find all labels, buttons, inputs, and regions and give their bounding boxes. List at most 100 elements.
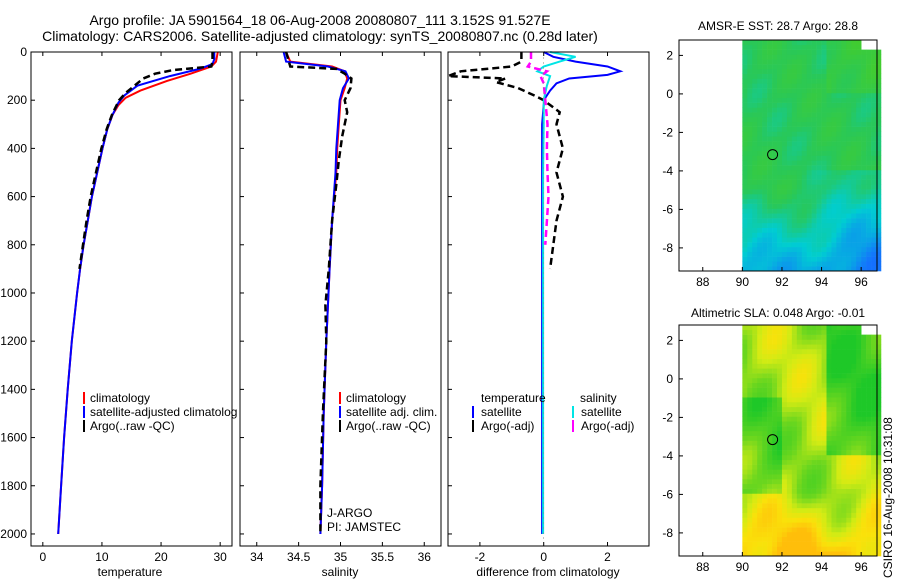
map-cell <box>811 160 817 166</box>
map-cell <box>796 97 803 103</box>
map-cell <box>826 160 832 166</box>
map-cell <box>757 222 763 228</box>
map-cell <box>806 454 812 461</box>
map-cell <box>796 189 803 195</box>
map-cell <box>781 203 788 209</box>
map-cell <box>772 382 778 388</box>
map-cell <box>747 411 753 417</box>
map-cell <box>821 464 827 470</box>
map-cell <box>767 78 773 84</box>
map-cell <box>772 363 778 369</box>
map-cell <box>791 242 798 248</box>
map-cell <box>821 397 827 403</box>
map-cell <box>811 218 817 224</box>
map-cell <box>816 527 822 533</box>
map-cell <box>781 59 788 65</box>
map-cell <box>866 498 872 504</box>
map-cell <box>876 493 882 499</box>
map-cell <box>777 145 783 151</box>
map-cell <box>742 464 748 470</box>
map-cell <box>841 64 847 70</box>
map-cell <box>866 155 872 161</box>
map-cell <box>811 411 817 417</box>
map-cell <box>866 474 872 480</box>
map-cell <box>796 218 803 224</box>
map-cell <box>772 40 778 46</box>
map-cell <box>831 373 837 379</box>
map-cell <box>777 474 783 480</box>
map-cell <box>876 112 882 118</box>
map-cell <box>876 531 882 538</box>
temperature-series-climatology <box>57 51 219 535</box>
map-cell <box>821 121 827 127</box>
map-cell <box>806 227 812 233</box>
map-cell <box>796 145 803 151</box>
map-cell <box>836 426 842 432</box>
map-cell <box>801 551 808 557</box>
map-cell <box>876 54 882 60</box>
map-cell <box>851 126 857 132</box>
map-cell <box>811 459 817 465</box>
map-cell <box>826 454 832 461</box>
map-cell <box>876 102 882 108</box>
map-cell <box>836 117 842 123</box>
map-cell <box>846 416 852 422</box>
map-cell <box>786 160 793 166</box>
map-cell <box>742 430 748 436</box>
map-cell <box>876 141 882 147</box>
map-cell <box>767 325 773 331</box>
map-cell <box>786 450 793 456</box>
map-cell <box>777 363 783 369</box>
map-cell <box>856 454 862 461</box>
map-cell <box>856 546 862 552</box>
difference-legend-temperature: temperature satellite Argo(-adj) <box>472 391 546 433</box>
map-cell <box>861 334 867 340</box>
map-cell <box>757 179 763 185</box>
map-cell <box>876 541 882 547</box>
map-cell <box>757 445 763 451</box>
map-cell <box>876 222 882 228</box>
map-cell <box>786 541 793 547</box>
map-cell <box>767 73 773 79</box>
map-cell <box>811 541 817 547</box>
map-cell <box>816 344 822 350</box>
map-cell <box>747 353 753 359</box>
map-cell <box>762 194 768 200</box>
map-cell <box>826 334 832 340</box>
map-cell <box>846 430 852 436</box>
map-cell <box>747 246 753 253</box>
map-cell <box>796 469 803 475</box>
map-cell <box>796 194 803 200</box>
map-cell <box>841 349 847 355</box>
map-cell <box>747 194 753 200</box>
map-cell <box>826 97 832 103</box>
map-cell <box>742 512 748 518</box>
map-cell <box>821 179 827 185</box>
map-cell <box>752 507 758 513</box>
map-cell <box>757 145 763 151</box>
map-cell <box>801 174 808 180</box>
map-cell <box>767 232 773 238</box>
map-cell <box>762 344 768 350</box>
map-cell <box>856 222 862 228</box>
map-cell <box>786 493 793 499</box>
map-cell <box>767 169 773 176</box>
map-cell <box>851 198 857 204</box>
map-cell <box>791 266 798 272</box>
map-cell <box>752 179 758 185</box>
map-cell <box>846 194 852 200</box>
map-cell <box>816 488 822 494</box>
map-cell <box>811 334 817 340</box>
map-cell <box>871 107 877 113</box>
map-cell <box>821 498 827 504</box>
map-cell <box>871 474 877 480</box>
map-cell <box>871 218 877 224</box>
map-cell <box>781 198 788 204</box>
map-cell <box>811 488 817 494</box>
map-cell <box>826 121 832 127</box>
map-cell <box>742 126 748 132</box>
map-cell <box>876 237 882 243</box>
map-cell <box>762 512 768 518</box>
map-cell <box>871 464 877 470</box>
map-cell <box>836 102 842 108</box>
